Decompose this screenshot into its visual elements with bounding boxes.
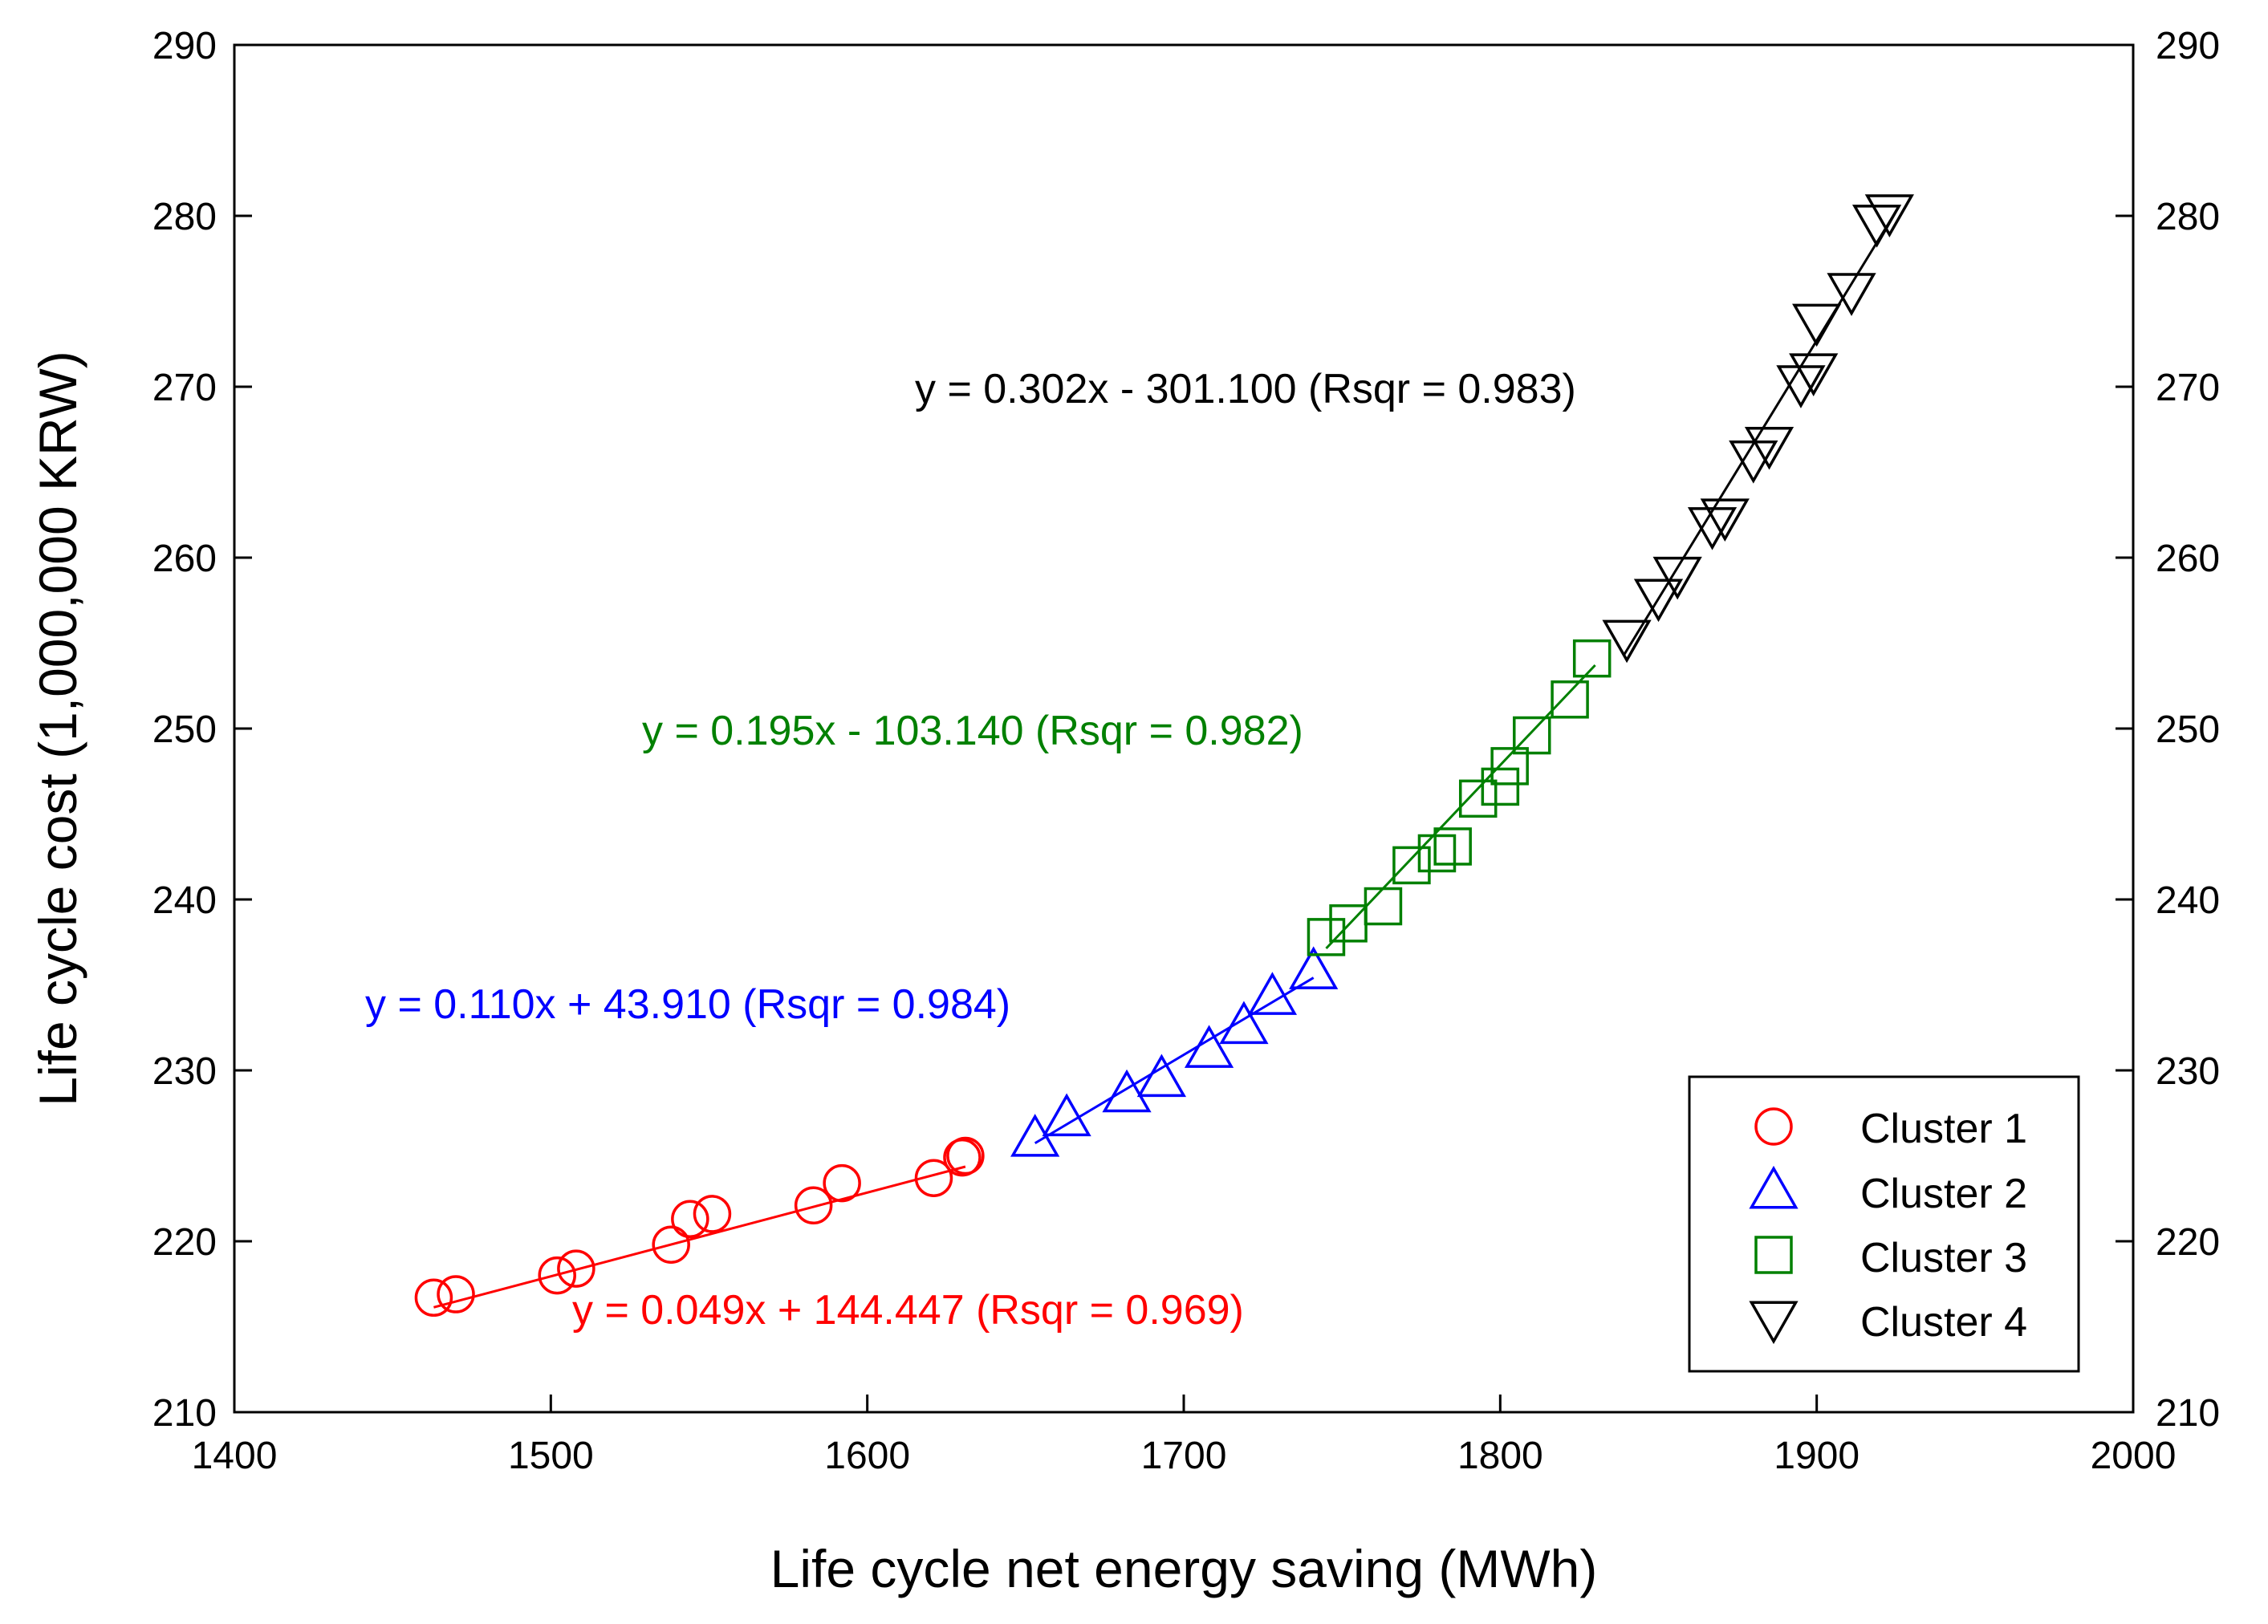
point-cluster-2-4 — [1136, 1054, 1187, 1098]
point-cluster-4-13 — [1864, 194, 1914, 238]
point-cluster-2-3 — [1102, 1069, 1152, 1113]
legend-symbols — [1749, 1107, 1799, 1345]
point-cluster-1-11 — [943, 1138, 982, 1177]
point-cluster-1-2 — [437, 1275, 475, 1313]
x-tick-label-1700: 1700 — [1141, 1435, 1227, 1477]
y-axis-title: Life cycle cost (1,000,000 KRW) — [28, 351, 87, 1106]
y-tick-label-right-210: 210 — [2156, 1392, 2220, 1435]
point-cluster-1-3 — [538, 1256, 576, 1295]
point-cluster-2-6 — [1219, 1001, 1269, 1045]
point-cluster-2-2 — [1042, 1093, 1091, 1137]
legend-box — [1688, 1075, 2080, 1373]
y-tick-label-right-230: 230 — [2156, 1050, 2220, 1093]
y-tick-label-right-240: 240 — [2156, 879, 2220, 922]
x-tick-label-1800: 1800 — [1457, 1435, 1543, 1477]
point-cluster-3-4 — [1392, 846, 1431, 885]
y-axis-left: 210 220 230 240 250 260 270 280 290 — [152, 25, 252, 1435]
fit-equations: y = 0.302x - 301.100 (Rsqr = 0.983) y = … — [365, 366, 1576, 1334]
equation-cluster-4: y = 0.302x - 301.100 (Rsqr = 0.983) — [915, 366, 1576, 412]
y-tick-label-right-290: 290 — [2156, 25, 2220, 67]
point-cluster-4-3 — [1652, 556, 1702, 600]
x-tick-label-1900: 1900 — [1774, 1435, 1860, 1477]
y-tick-label-right-270: 270 — [2156, 367, 2220, 409]
point-cluster-4-2 — [1633, 579, 1684, 623]
point-cluster-4-8 — [1776, 365, 1826, 408]
point-cluster-3-7 — [1458, 779, 1498, 818]
y-tick-label-left-240: 240 — [152, 879, 217, 922]
point-cluster-2-7 — [1247, 972, 1298, 1015]
point-cluster-4-4 — [1687, 507, 1738, 550]
y-tick-label-right-220: 220 — [2156, 1221, 2220, 1264]
point-cluster-2-8 — [1289, 946, 1339, 989]
y-tick-label-right-250: 250 — [2156, 708, 2220, 751]
point-cluster-1-6 — [671, 1200, 709, 1239]
x-tick-label-1600: 1600 — [824, 1435, 910, 1477]
point-cluster-4-12 — [1851, 205, 1902, 248]
y-axis-right: 210 220 230 240 250 260 270 280 290 — [2116, 25, 2220, 1435]
legend-label-cluster-3: Cluster 3 — [1860, 1235, 2027, 1281]
equation-cluster-1: y = 0.049x + 144.447 (Rsqr = 0.969) — [572, 1287, 1244, 1334]
fit-line-cluster-1 — [433, 1165, 966, 1309]
point-cluster-3-8 — [1481, 767, 1520, 806]
x-axis: 1400 1500 1600 1700 1800 1900 2000 — [192, 1395, 2177, 1477]
x-tick-label-2000: 2000 — [2091, 1435, 2177, 1477]
point-cluster-1-9 — [823, 1163, 861, 1203]
data-markers — [414, 194, 1914, 1317]
point-cluster-1-5 — [652, 1225, 690, 1265]
y-tick-label-right-280: 280 — [2156, 196, 2220, 238]
x-tick-label-1500: 1500 — [508, 1435, 594, 1477]
y-tick-label-left-250: 250 — [152, 708, 217, 751]
legend-symbol-cluster-4 — [1749, 1301, 1799, 1345]
equation-cluster-2: y = 0.110x + 43.910 (Rsqr = 0.984) — [365, 981, 1010, 1028]
x-tick-label-1400: 1400 — [192, 1435, 278, 1477]
legend-symbol-cluster-1 — [1754, 1107, 1793, 1146]
point-cluster-4-5 — [1700, 498, 1750, 542]
point-cluster-3-12 — [1572, 639, 1612, 678]
point-cluster-3-5 — [1417, 834, 1457, 873]
point-cluster-3-11 — [1551, 680, 1589, 719]
y-tick-label-left-220: 220 — [152, 1221, 217, 1264]
point-cluster-4-11 — [1827, 273, 1876, 316]
point-cluster-1-1 — [414, 1278, 453, 1317]
point-cluster-3-10 — [1513, 716, 1551, 755]
point-cluster-4-7 — [1744, 426, 1794, 470]
legend-label-cluster-4: Cluster 4 — [1860, 1299, 2027, 1346]
point-cluster-3-3 — [1364, 887, 1403, 926]
point-cluster-1-12 — [946, 1136, 985, 1175]
y-tick-label-left-260: 260 — [152, 538, 217, 580]
y-tick-label-left-230: 230 — [152, 1050, 217, 1093]
point-cluster-2-5 — [1184, 1025, 1234, 1068]
legend-label-cluster-2: Cluster 2 — [1860, 1171, 2027, 1217]
point-cluster-3-6 — [1433, 827, 1472, 866]
point-cluster-4-6 — [1729, 441, 1778, 484]
legend-symbol-cluster-3 — [1754, 1236, 1793, 1274]
equation-cluster-3: y = 0.195x - 103.140 (Rsqr = 0.982) — [642, 708, 1303, 754]
y-tick-label-left-270: 270 — [152, 367, 217, 409]
x-axis-title: Life cycle net energy saving (MWh) — [770, 1539, 1598, 1598]
legend-label-cluster-1: Cluster 1 — [1860, 1106, 2027, 1152]
y-tick-label-right-260: 260 — [2156, 538, 2220, 580]
point-cluster-1-8 — [794, 1186, 833, 1225]
legend: Cluster 1 Cluster 2 Cluster 3 Cluster 4 — [1688, 1075, 2080, 1373]
point-cluster-1-10 — [914, 1159, 953, 1197]
point-cluster-4-9 — [1789, 353, 1839, 396]
y-tick-label-left-290: 290 — [152, 25, 217, 67]
point-cluster-1-7 — [693, 1195, 732, 1233]
point-cluster-4-10 — [1792, 303, 1842, 347]
point-cluster-3-1 — [1307, 918, 1346, 956]
point-cluster-1-4 — [557, 1249, 595, 1288]
point-cluster-4-1 — [1602, 619, 1652, 664]
legend-symbol-cluster-2 — [1749, 1165, 1799, 1209]
point-cluster-3-9 — [1490, 747, 1529, 786]
y-tick-label-left-280: 280 — [152, 196, 217, 238]
fit-line-cluster-2 — [1034, 976, 1315, 1145]
y-tick-label-left-210: 210 — [152, 1392, 217, 1435]
